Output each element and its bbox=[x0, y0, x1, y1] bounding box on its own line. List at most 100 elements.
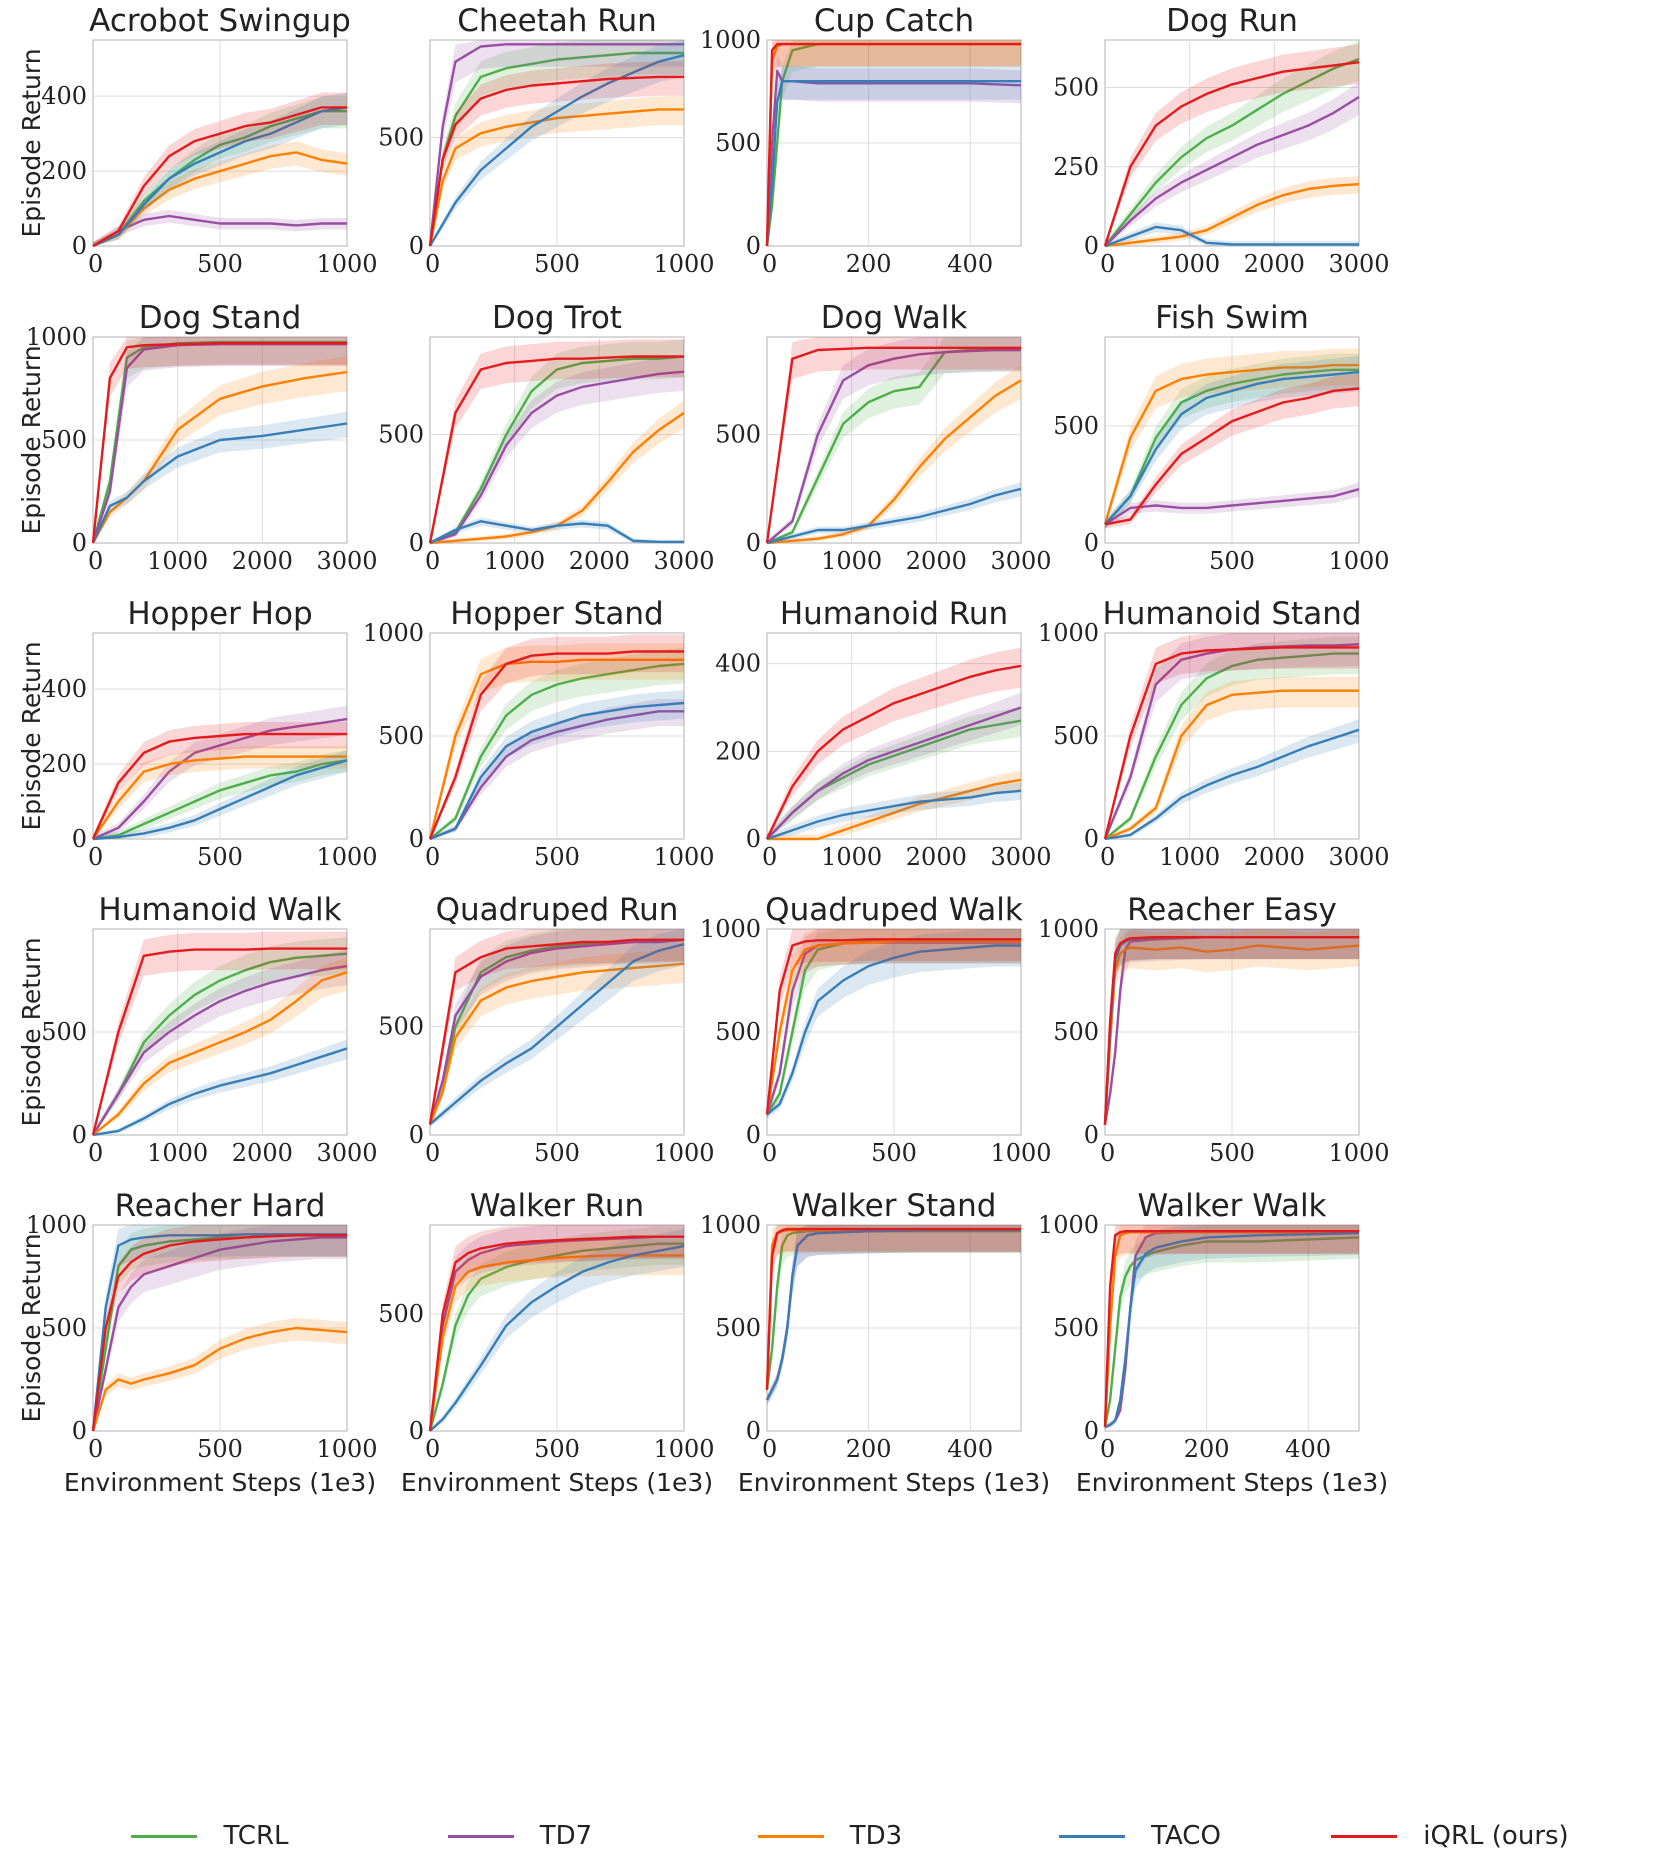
x-tick-label: 1000 bbox=[1328, 1139, 1389, 1167]
series-tcrl bbox=[1103, 1236, 1360, 1428]
y-axis-label: Episode Return bbox=[17, 1233, 46, 1422]
band-td3 bbox=[1105, 176, 1359, 246]
panel-title: Humanoid Stand bbox=[1102, 596, 1361, 632]
y-tick-label: 500 bbox=[715, 1314, 761, 1342]
band-taco bbox=[767, 482, 1021, 543]
y-tick-label: 0 bbox=[72, 1121, 87, 1149]
band-td3 bbox=[767, 929, 1021, 1119]
legend-item-taco: TACO bbox=[985, 1818, 1295, 1854]
x-tick-label: 3000 bbox=[990, 843, 1051, 871]
legend-swatch bbox=[131, 1834, 198, 1838]
x-tick-label: 500 bbox=[534, 843, 580, 871]
panel-title: Quadruped Run bbox=[436, 892, 679, 928]
band-td3 bbox=[93, 746, 347, 839]
series-taco bbox=[428, 54, 685, 247]
x-tick-label: 1000 bbox=[484, 547, 545, 575]
y-tick-label: 1000 bbox=[700, 26, 761, 54]
y-tick-label: 500 bbox=[1053, 722, 1099, 750]
band-td3 bbox=[1105, 676, 1359, 839]
y-axis-label: Episode Return bbox=[17, 641, 46, 830]
band-tcrl bbox=[430, 1226, 684, 1431]
band-iqrl-ours bbox=[767, 40, 1021, 246]
x-tick-label: 0 bbox=[425, 547, 440, 575]
series-taco bbox=[1104, 1232, 1360, 1429]
band-iqrl-ours bbox=[93, 722, 347, 839]
x-tick-label: 0 bbox=[1100, 250, 1115, 278]
panel-humanoid-run: 0 1000 2000 3000 0 200 400 Humanoid Run bbox=[715, 596, 1051, 871]
band-tcrl bbox=[93, 337, 347, 543]
x-tick-label: 0 bbox=[762, 547, 777, 575]
band-tcrl bbox=[1105, 1225, 1359, 1430]
y-tick-label: 500 bbox=[1053, 1018, 1099, 1046]
y-tick-label: 500 bbox=[378, 1300, 424, 1328]
y-tick-label: 0 bbox=[72, 232, 87, 260]
band-tcrl bbox=[767, 706, 1021, 839]
band-iqrl-ours bbox=[430, 634, 684, 839]
x-tick-label: 0 bbox=[1100, 843, 1115, 871]
y-tick-label: 0 bbox=[72, 529, 87, 557]
x-tick-label: 500 bbox=[534, 1139, 580, 1167]
x-tick-label: 200 bbox=[1184, 1435, 1230, 1463]
panel-fish-swim: 0 500 1000 0 500 Fish Swim bbox=[1053, 300, 1389, 575]
legend-swatch bbox=[1059, 1834, 1126, 1838]
band-iqrl-ours bbox=[767, 647, 1021, 839]
band-iqrl-ours bbox=[430, 61, 684, 247]
y-tick-label: 0 bbox=[72, 1417, 87, 1445]
series-td7 bbox=[428, 938, 685, 1125]
y-tick-label: 500 bbox=[1053, 74, 1099, 102]
panel-title: Cup Catch bbox=[814, 3, 974, 39]
band-td7 bbox=[767, 54, 1021, 246]
x-tick-label: 500 bbox=[197, 1435, 243, 1463]
panel-acrobot-swingup: 0 500 1000 0 200 400 Acrobot Swingup Episode Re… bbox=[17, 3, 378, 278]
y-tick-label: 200 bbox=[715, 737, 761, 765]
legend: TCRL TD7 TD3 TACO iQRL (ours) bbox=[0, 1818, 1660, 1854]
y-tick-label: 1000 bbox=[700, 1211, 761, 1239]
legend-label: TD3 bbox=[849, 1821, 903, 1851]
legend-label: TACO bbox=[1151, 1821, 1221, 1851]
series-tcrl bbox=[428, 51, 684, 247]
band-iqrl-ours bbox=[430, 929, 684, 1128]
x-tick-label: 0 bbox=[425, 843, 440, 871]
y-tick-label: 500 bbox=[378, 124, 424, 152]
band-td3 bbox=[430, 96, 684, 246]
panel-title: Humanoid Walk bbox=[98, 892, 341, 928]
x-tick-label: 0 bbox=[762, 1435, 777, 1463]
panel-title: Dog Trot bbox=[492, 300, 622, 336]
legend-item-iqrl-ours: iQRL (ours) bbox=[1295, 1818, 1605, 1854]
band-td7 bbox=[1105, 633, 1359, 839]
x-tick-label: 200 bbox=[846, 1435, 892, 1463]
x-tick-label: 400 bbox=[947, 1435, 993, 1463]
panel-title: Walker Walk bbox=[1137, 1188, 1326, 1224]
x-tick-label: 2000 bbox=[232, 547, 293, 575]
y-axis-label: Episode Return bbox=[17, 937, 46, 1126]
y-tick-label: 0 bbox=[746, 825, 761, 853]
band-taco bbox=[430, 1228, 684, 1431]
band-td3 bbox=[767, 1225, 1021, 1396]
panel-title: Humanoid Run bbox=[780, 596, 1008, 632]
x-tick-label: 500 bbox=[197, 250, 243, 278]
x-tick-label: 0 bbox=[88, 250, 103, 278]
band-td7 bbox=[93, 337, 347, 543]
band-tcrl bbox=[1105, 353, 1359, 529]
band-tcrl bbox=[93, 96, 347, 246]
y-tick-label: 0 bbox=[409, 232, 424, 260]
legend-item-td7: TD7 bbox=[365, 1818, 675, 1854]
band-tcrl bbox=[430, 40, 684, 246]
band-iqrl-ours bbox=[1105, 1225, 1359, 1430]
band-iqrl-ours bbox=[430, 1225, 684, 1431]
y-tick-label: 1000 bbox=[1038, 619, 1099, 647]
y-tick-label: 0 bbox=[746, 1417, 761, 1445]
band-td7 bbox=[93, 1225, 347, 1431]
band-td3 bbox=[1105, 929, 1359, 1128]
panel-title: Walker Stand bbox=[792, 1188, 997, 1224]
y-tick-label: 0 bbox=[409, 529, 424, 557]
band-td7 bbox=[767, 1225, 1021, 1406]
x-tick-label: 0 bbox=[762, 843, 777, 871]
panel-reacher-easy: 0 500 1000 0 500 1000 Reacher Easy bbox=[1038, 892, 1390, 1167]
panel-title: Hopper Hop bbox=[127, 596, 312, 632]
panel-walker-stand: 0 200 400 0 500 1000 Walker Stand Environment S… bbox=[700, 1188, 1050, 1497]
x-tick-label: 500 bbox=[871, 1139, 917, 1167]
legend-swatch bbox=[1331, 1834, 1398, 1838]
